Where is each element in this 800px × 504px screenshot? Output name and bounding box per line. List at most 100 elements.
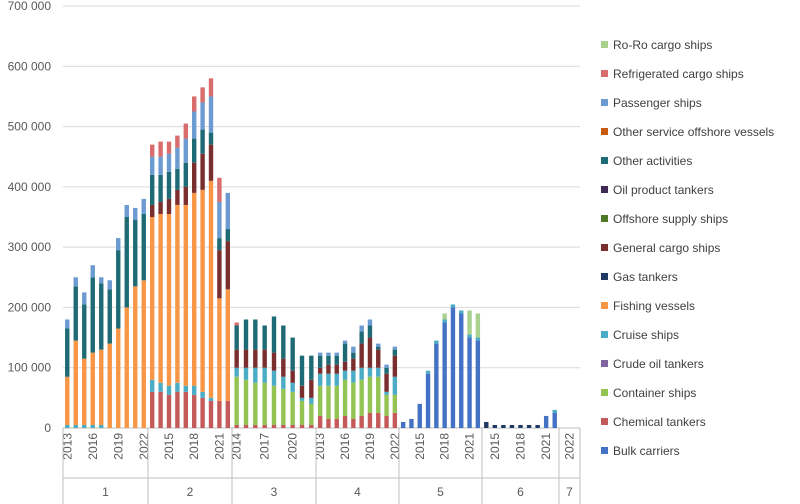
bar-segment [384,364,389,368]
bar-segment [317,373,323,386]
bar-segment [475,340,481,428]
bar-segment [459,313,464,428]
bar-segment [200,189,205,392]
bar-segment [183,204,188,386]
x-year-label: 2022 [388,433,402,460]
bar-segment [434,343,439,428]
bar-segment [124,204,129,217]
bar-segment [217,201,222,239]
bar-segment [192,385,197,395]
x-group-label: 2 [187,485,194,499]
bar-segment [107,289,112,344]
legend-label: Other service offshore vessels [613,125,774,139]
bar-segment [158,156,163,175]
x-year-label: 2018 [187,433,201,460]
legend: Ro-Ro cargo ships Refrigerated cargo ship… [601,38,774,458]
bar-segment [200,102,205,130]
bar-segment [552,412,557,428]
bar-segment [367,412,373,428]
bar-segment [326,364,331,374]
bar-segment [299,355,305,386]
bar-segment [124,217,129,308]
bar-segment [326,373,331,386]
bar-segment [166,153,172,172]
bar-segment [217,400,222,428]
bar-segment [317,415,323,428]
bar-segment [271,352,277,371]
bar-segment [150,156,155,175]
gridlines [63,5,580,429]
bar-segment [376,376,381,413]
bar-segment [133,286,138,428]
y-tick-label: 200 000 [8,300,52,314]
bar-segment [392,349,398,356]
legend-label: General cargo ships [613,241,720,255]
bar-segment [359,415,364,428]
x-year-label: 2021 [212,433,226,460]
bar-segment [99,349,104,425]
bar-segment [326,385,331,419]
x-year-label: 2017 [258,433,272,460]
bar-segment [133,220,138,287]
x-group-label: 6 [517,485,524,499]
bar-segment [299,385,305,398]
bar-segment [367,325,373,338]
bar-segment [271,370,277,386]
bar-segment [262,382,267,425]
bar-segment [150,174,155,205]
legend-label: Ro-Ro cargo ships [613,38,712,52]
bar-segment [334,373,339,386]
bar-segment [225,229,230,242]
bar-segment [183,385,188,392]
bar-segment [367,319,373,326]
bar-segment [309,403,314,425]
bar-segment [309,355,314,380]
bar-segment [175,135,180,148]
bar-segment [359,331,364,344]
x-group-label: 5 [437,485,444,499]
bar-segment [384,391,389,395]
bar-segment [234,376,239,425]
legend-swatch [601,447,608,454]
bar-segment [376,349,381,368]
x-year-label: 2015 [162,433,176,460]
bar-segment [317,355,323,368]
bar-segment [384,415,389,428]
bar-segment [208,96,214,133]
bar-segment [518,424,523,428]
x-group-label: 7 [566,485,573,499]
bar-segment [243,367,249,380]
bar-segment [334,385,339,419]
bar-segment [217,250,222,299]
bar-segment [290,337,295,371]
bar-segment [141,280,146,428]
bar-segment [351,418,356,428]
bar-segment [90,277,95,353]
bar-segment [208,144,214,181]
y-tick-label: 0 [44,421,51,435]
bar-segment [543,415,549,428]
bar-segment [124,307,129,428]
bar-segment [234,325,239,350]
bar-segment [367,337,373,368]
legend-swatch [601,41,608,48]
bar-segment [99,277,104,284]
legend-label: Chemical tankers [613,415,706,429]
bar-segment [192,162,197,193]
legend-label: Bulk carriers [613,444,680,458]
bar-segment [467,337,472,428]
bar-segment [392,355,398,377]
bar-segment [351,352,356,359]
x-year-label: 2013 [313,433,327,460]
bar-segment [359,325,364,332]
bar-segment [376,346,381,350]
legend-label: Container ships [613,386,696,400]
bar-segment [73,277,78,287]
bar-segment [192,192,197,386]
bar-segment [326,355,331,365]
legend-swatch [601,128,608,135]
bar-segment [183,138,188,163]
bar-segment [290,370,295,383]
bar-segment [384,394,389,416]
